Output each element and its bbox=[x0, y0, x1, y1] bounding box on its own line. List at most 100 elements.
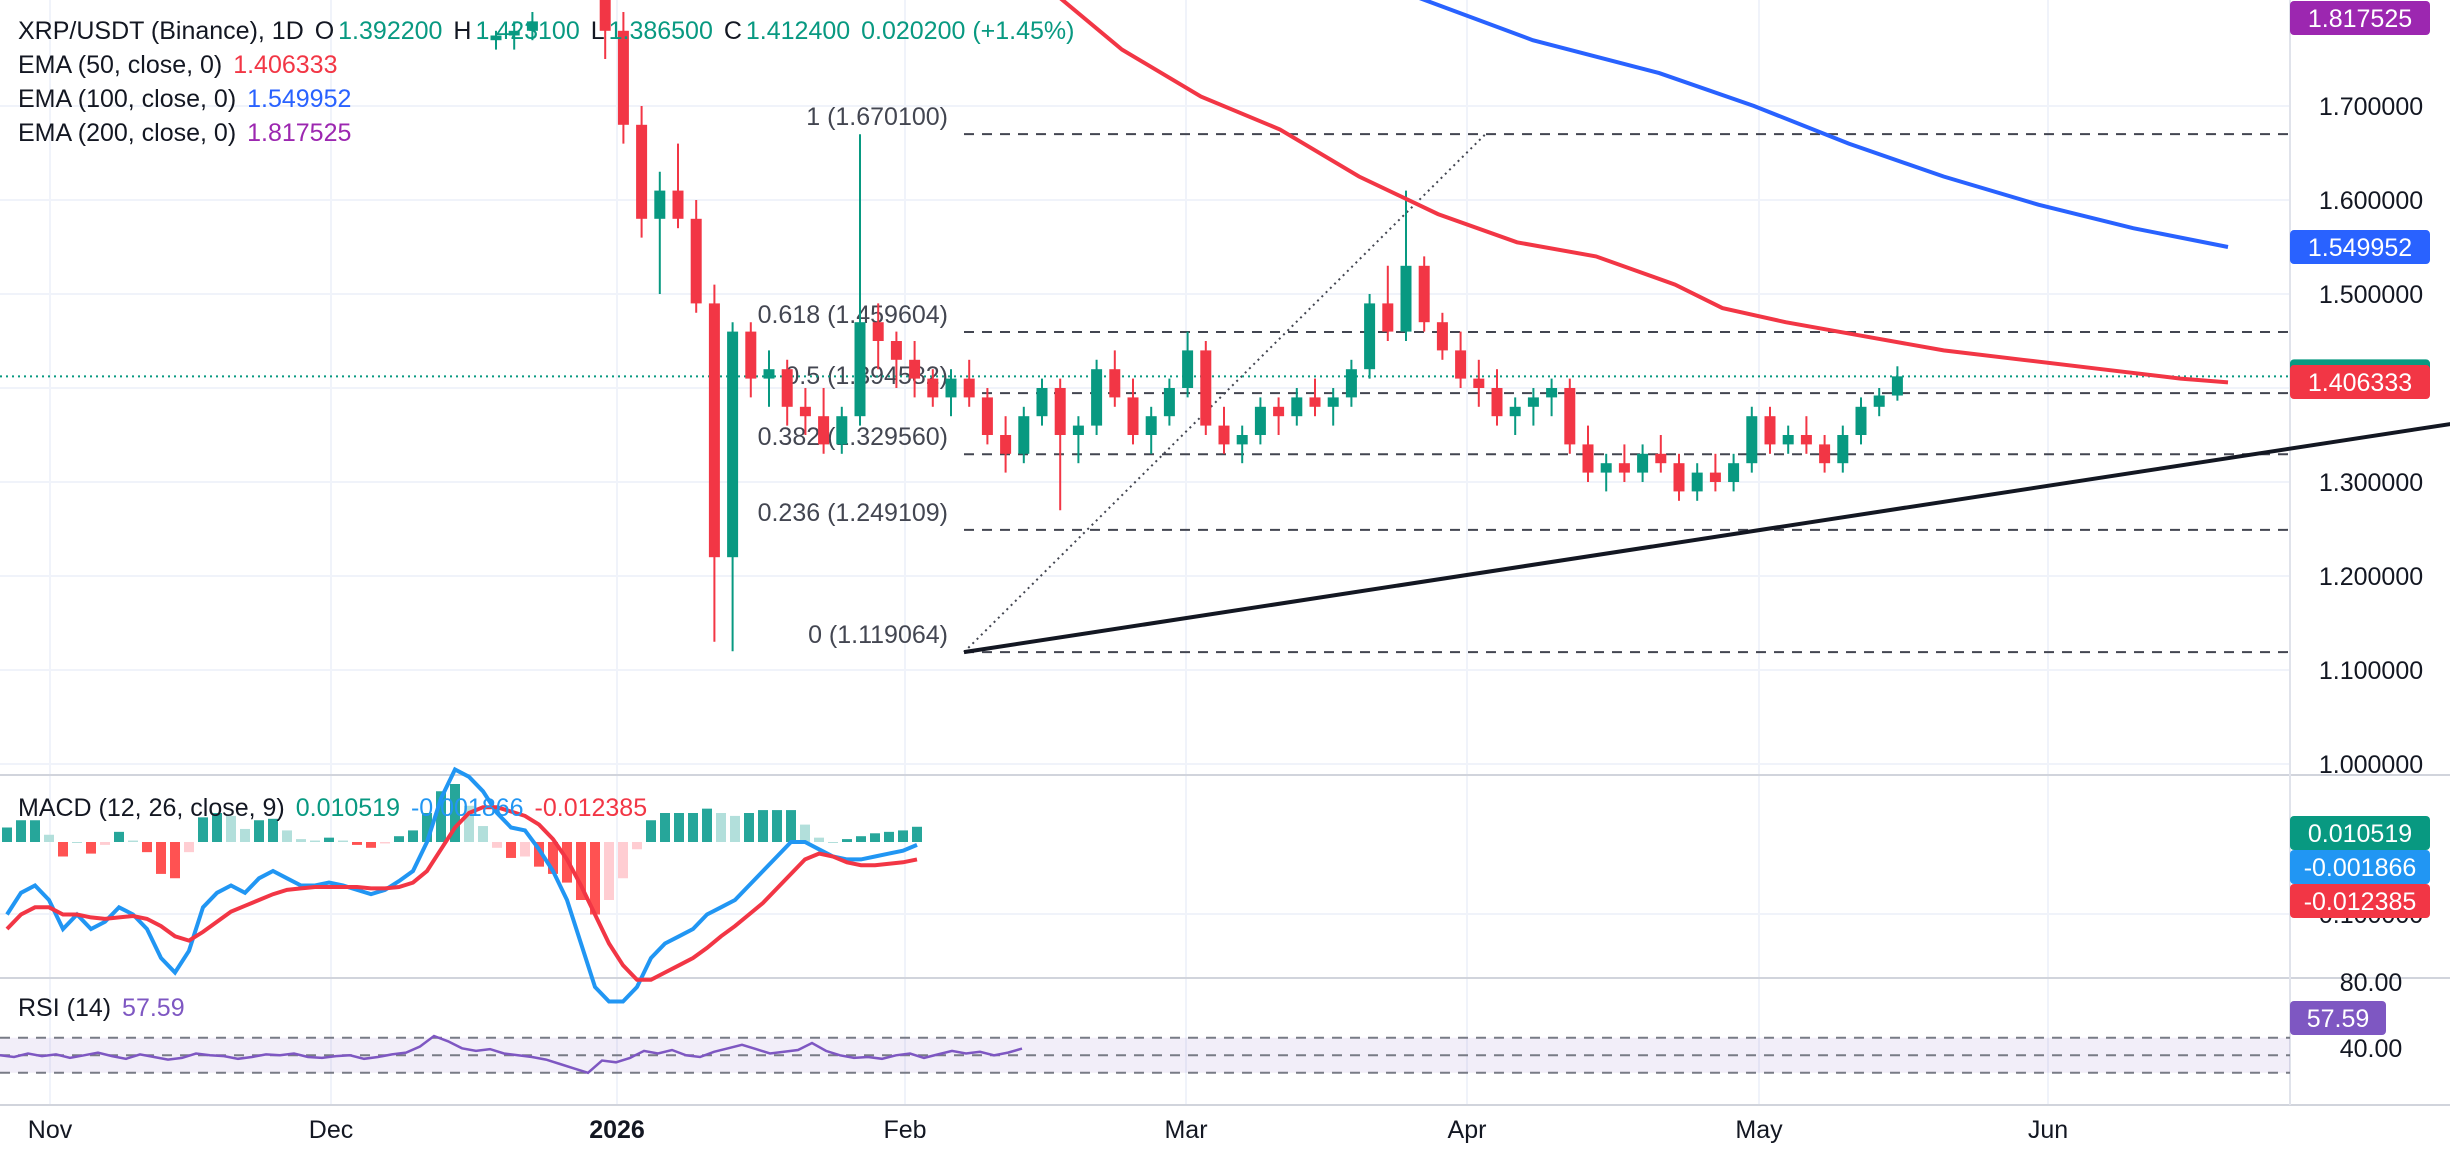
y-tick-label: 1.300000 bbox=[2319, 469, 2423, 497]
candle-body bbox=[1309, 397, 1321, 407]
candle-body bbox=[872, 322, 884, 341]
macd-histogram-bar bbox=[226, 815, 236, 842]
rsi-y-tick-label: 80.00 bbox=[2340, 969, 2403, 997]
candle-body bbox=[981, 397, 993, 435]
candle-body bbox=[690, 218, 702, 304]
candle-body bbox=[927, 378, 939, 398]
candle-body bbox=[1618, 463, 1630, 473]
candle-body bbox=[1837, 435, 1849, 464]
fib-level-label: 0.382 (1.329560) bbox=[758, 423, 948, 451]
y-tick-label: 1.600000 bbox=[2319, 187, 2423, 215]
candle-body bbox=[854, 322, 866, 417]
candle-body bbox=[1891, 376, 1903, 396]
macd-histogram-bar bbox=[170, 842, 180, 879]
rsi-legend[interactable]: RSI (14) 57.59 bbox=[18, 991, 189, 1025]
candle-body bbox=[763, 369, 775, 379]
macd-legend[interactable]: MACD (12, 26, close, 9) 0.010519 -0.0018… bbox=[18, 791, 651, 825]
macd-histogram-bar bbox=[422, 813, 432, 842]
candle-body bbox=[1291, 397, 1303, 417]
fib-level-label: 0.5 (1.394582) bbox=[785, 362, 948, 390]
x-tick-label: Apr bbox=[1448, 1116, 1487, 1144]
macd-histogram-bar bbox=[744, 813, 754, 842]
macd-histogram-bar bbox=[632, 842, 642, 850]
candle-body bbox=[1018, 416, 1030, 454]
x-tick-label: Dec bbox=[309, 1116, 353, 1144]
open-value: 1.392200 bbox=[338, 17, 443, 45]
price-axis-label: 1.817525 bbox=[2308, 5, 2412, 33]
candle-body bbox=[617, 30, 629, 125]
ema-line bbox=[1059, 0, 2229, 385]
candle-body bbox=[1600, 463, 1612, 473]
macd-histogram-bar bbox=[338, 840, 348, 842]
candle-body bbox=[1054, 388, 1066, 435]
macd-axis-label-bg bbox=[2290, 816, 2430, 850]
macd-axis-label: -0.001866 bbox=[2304, 854, 2417, 882]
candle-body bbox=[1000, 435, 1012, 454]
x-tick-label: Feb bbox=[883, 1116, 926, 1144]
macd-histogram-bar bbox=[646, 820, 656, 842]
rsi-value: 57.59 bbox=[122, 994, 185, 1022]
macd-histogram-bar bbox=[72, 842, 82, 843]
rsi-label: RSI (14) bbox=[18, 994, 112, 1022]
candle-body bbox=[1218, 425, 1230, 445]
macd-histogram-bar bbox=[898, 830, 908, 842]
ema200-label: EMA (200, close, 0) bbox=[18, 119, 237, 147]
candle-body bbox=[890, 341, 902, 360]
price-axis-label-bg bbox=[2290, 365, 2430, 400]
macd-histogram-bar bbox=[828, 842, 838, 843]
low-value: 1.386500 bbox=[608, 17, 713, 45]
candle-body bbox=[1109, 369, 1121, 398]
ema50-value: 1.406333 bbox=[233, 51, 338, 79]
macd-histogram-bar bbox=[254, 820, 264, 842]
macd-histogram-bar bbox=[30, 820, 40, 842]
macd-signal-value: -0.012385 bbox=[534, 794, 648, 822]
ema50-label: EMA (50, close, 0) bbox=[18, 51, 223, 79]
candle-body bbox=[1509, 406, 1521, 417]
candle-body bbox=[1873, 395, 1885, 407]
candle-body bbox=[799, 406, 811, 417]
macd-histogram-bar bbox=[324, 837, 334, 842]
macd-histogram-bar bbox=[520, 842, 530, 857]
close-value: 1.412400 bbox=[745, 17, 851, 45]
macd-axis-label-bg bbox=[2290, 884, 2430, 918]
macd-axis-label: -0.012385 bbox=[2304, 888, 2417, 916]
x-tick-label: 2026 bbox=[589, 1116, 645, 1144]
ema200-legend[interactable]: EMA (200, close, 0) 1.817525 bbox=[18, 116, 355, 150]
macd-histogram-bar bbox=[100, 842, 110, 845]
change-value: 0.020200 (+1.45%) bbox=[861, 17, 1075, 45]
candle-body bbox=[1345, 369, 1357, 398]
x-tick-label: Nov bbox=[28, 1116, 73, 1144]
macd-histogram-bar bbox=[86, 842, 96, 854]
ema50-legend[interactable]: EMA (50, close, 0) 1.406333 bbox=[18, 48, 341, 82]
candle-body bbox=[490, 35, 502, 41]
candle-body bbox=[1364, 303, 1376, 370]
candle-body bbox=[1127, 397, 1139, 435]
candle-body bbox=[745, 331, 757, 379]
macd-histogram-bar bbox=[240, 828, 250, 842]
price-axis-label-bg bbox=[2290, 230, 2430, 265]
high-label: H bbox=[453, 17, 472, 45]
macd-histogram-bar bbox=[884, 831, 894, 842]
rsi-axis-label: 57.59 bbox=[2307, 1005, 2370, 1033]
macd-histogram-bar bbox=[380, 842, 390, 844]
candle-body bbox=[1254, 406, 1266, 435]
candle-body bbox=[1036, 388, 1048, 417]
candle-body bbox=[708, 303, 720, 558]
ema100-label: EMA (100, close, 0) bbox=[18, 85, 237, 113]
candle-body bbox=[1327, 397, 1339, 407]
y-tick-label: 1.200000 bbox=[2319, 563, 2423, 591]
macd-histogram-bar bbox=[800, 824, 810, 842]
candle-body bbox=[1091, 369, 1103, 426]
y-tick-label: 1.000000 bbox=[2319, 751, 2423, 779]
candle-body bbox=[945, 378, 957, 398]
candle-body bbox=[1637, 453, 1649, 473]
ema100-legend[interactable]: EMA (100, close, 0) 1.549952 bbox=[18, 82, 355, 116]
macd-histogram-bar bbox=[212, 813, 222, 842]
macd-histogram-bar bbox=[58, 842, 68, 857]
candle-body bbox=[1491, 388, 1503, 417]
candle-body bbox=[1673, 463, 1685, 492]
candle-body bbox=[963, 378, 975, 398]
candle-body bbox=[1200, 350, 1212, 426]
open-label: O bbox=[314, 17, 335, 45]
